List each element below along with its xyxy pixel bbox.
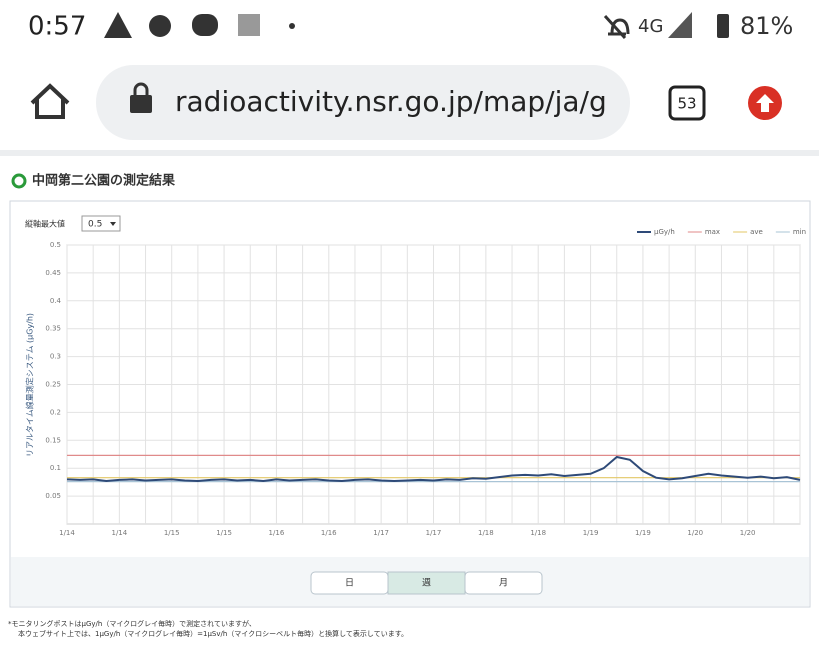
line-icon <box>192 14 218 36</box>
footnote: *モニタリングポストはμGy/h（マイクログレイ毎時）で測定されていますが、 <box>8 619 256 628</box>
battery-icon <box>717 14 729 38</box>
battery: 81% <box>740 12 793 40</box>
dot-icon <box>289 23 295 29</box>
clock: 0:57 <box>28 12 86 42</box>
x-tick-label: 1/18 <box>478 529 494 537</box>
y-tick-label: 0.3 <box>50 353 61 361</box>
legend-label: ave <box>750 228 763 236</box>
period-button[interactable] <box>464 571 543 595</box>
period-button-label: 週 <box>422 578 431 589</box>
image-icon <box>238 14 260 36</box>
x-tick-label: 1/15 <box>164 529 180 537</box>
y-tick-label: 0.45 <box>45 269 61 277</box>
data-line <box>66 455 801 483</box>
home-button[interactable] <box>30 83 70 119</box>
footnote: 本ウェブサイト上では、1μGy/h（マイクログレイ毎時）=1μSv/h（マイクロ… <box>18 629 408 638</box>
tabs-count: 53 <box>677 95 696 113</box>
warning-icon <box>104 12 132 38</box>
y-tick-label: 0.4 <box>50 297 62 305</box>
x-tick-label: 1/16 <box>321 529 337 537</box>
period-button-label: 日 <box>345 578 354 589</box>
x-tick-label: 1/20 <box>687 529 703 537</box>
y-tick-label: 0.35 <box>45 325 61 333</box>
address-bar[interactable] <box>96 65 630 140</box>
y-tick-label: 0.05 <box>45 492 61 500</box>
network: 4G <box>638 16 663 37</box>
x-tick-label: 1/14 <box>111 529 127 537</box>
signal-icon <box>668 12 692 38</box>
x-tick-label: 1/16 <box>269 529 285 537</box>
app-icon <box>149 15 171 37</box>
toolbar-shadow <box>0 150 819 156</box>
tabs-button[interactable] <box>668 85 706 121</box>
y-tick-label: 0.15 <box>45 436 61 444</box>
y-axis-label: リアルタイム線量測定システム (μGy/h) <box>25 313 35 457</box>
heading: 中岡第二公園の測定結果 <box>32 173 175 189</box>
lock-icon <box>130 95 152 113</box>
axis-max-value: 0.5 <box>88 220 102 230</box>
legend-label: μGy/h <box>654 228 675 236</box>
x-tick-label: 1/19 <box>635 529 651 537</box>
select-arrow <box>110 222 116 226</box>
y-tick-label: 0.5 <box>50 241 61 249</box>
legend-label: min <box>793 228 806 236</box>
x-tick-label: 1/17 <box>426 529 442 537</box>
axis-max-label: 縦軸最大値 <box>25 219 65 229</box>
x-tick-label: 1/20 <box>740 529 756 537</box>
heading-marker <box>11 173 27 189</box>
lock-shackle <box>133 82 149 95</box>
x-tick-label: 1/14 <box>59 529 75 537</box>
y-tick-label: 0.25 <box>45 381 61 389</box>
period-button-label: 月 <box>499 578 508 589</box>
x-tick-label: 1/17 <box>373 529 389 537</box>
legend-label: max <box>705 228 720 236</box>
update-arrow <box>756 94 774 112</box>
axis-max-select[interactable] <box>81 215 121 232</box>
y-tick-label: 0.1 <box>50 464 61 472</box>
y-tick-label: 0.2 <box>50 408 61 416</box>
x-tick-label: 1/18 <box>530 529 546 537</box>
x-tick-label: 1/15 <box>216 529 232 537</box>
x-tick-label: 1/19 <box>583 529 599 537</box>
mute-icon <box>603 14 630 40</box>
url: radioactivity.nsr.go.jp/map/ja/g <box>175 85 607 118</box>
